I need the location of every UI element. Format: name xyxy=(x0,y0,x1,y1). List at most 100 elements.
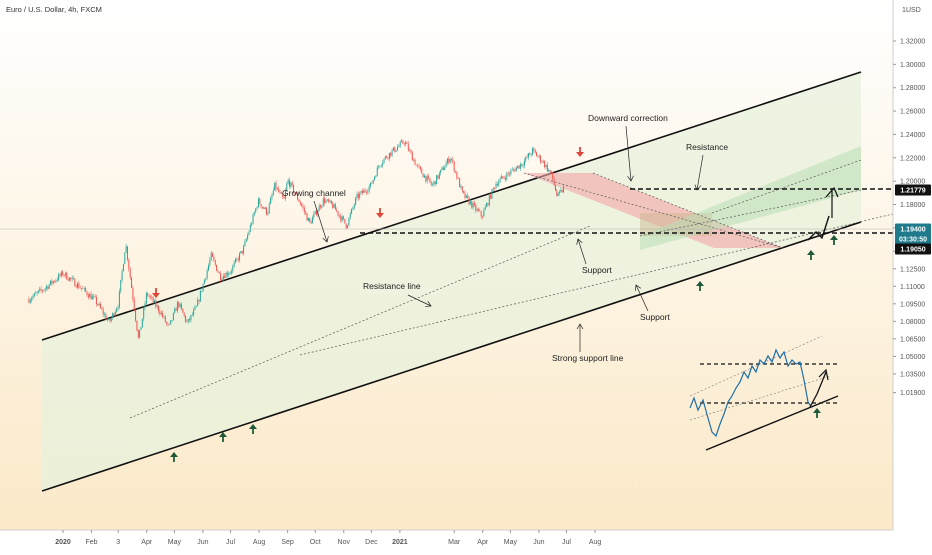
candle xyxy=(502,176,504,180)
annotation-3[interactable]: Support xyxy=(576,238,613,275)
inset-channel-dotted xyxy=(689,335,823,397)
candle xyxy=(536,151,538,157)
time-axis[interactable]: 2020 Feb 3 Apr May Jun Jul Aug Sep Oct Nov Dec 2021 M… xyxy=(0,529,932,550)
candle xyxy=(506,171,508,182)
candle xyxy=(330,200,332,205)
candle xyxy=(500,174,502,179)
candle xyxy=(182,308,184,313)
candle xyxy=(54,280,56,283)
price-tick-label: 1.26000 xyxy=(900,109,925,116)
candle xyxy=(531,147,533,156)
candle xyxy=(395,150,397,153)
inset-projection-arrow xyxy=(809,371,827,408)
candle xyxy=(517,165,519,169)
candle xyxy=(255,207,257,214)
candle xyxy=(475,202,477,213)
candle xyxy=(66,271,68,280)
candle xyxy=(563,184,565,194)
candle xyxy=(79,285,81,289)
candle xyxy=(384,155,386,161)
price-tick-label: 1.08000 xyxy=(900,319,925,326)
annotation-0[interactable]: Downward correction xyxy=(588,113,668,182)
candle xyxy=(32,294,34,301)
candle xyxy=(394,146,396,153)
candle xyxy=(409,147,411,152)
annotation-label: Growing channel xyxy=(282,188,346,198)
candle xyxy=(413,158,415,162)
candle xyxy=(149,294,151,300)
candle xyxy=(110,316,112,323)
candle xyxy=(245,237,247,243)
candle xyxy=(290,181,292,189)
candle xyxy=(99,301,101,309)
candle xyxy=(98,302,100,307)
candle xyxy=(234,257,236,264)
candle xyxy=(283,195,285,199)
time-tick-label: May xyxy=(168,539,182,546)
candle xyxy=(143,305,145,322)
resistance-line-dashed[interactable] xyxy=(129,225,591,419)
candle xyxy=(364,187,366,194)
candle xyxy=(482,215,484,220)
growing-channel-fill xyxy=(42,72,861,491)
annotation-2[interactable]: Growing channel xyxy=(282,188,346,243)
price-tick-label: 1.03500 xyxy=(900,371,925,378)
candle xyxy=(109,318,111,323)
candle xyxy=(534,148,536,154)
candle xyxy=(499,176,501,184)
candle xyxy=(341,214,343,223)
candle xyxy=(205,277,207,282)
candle xyxy=(392,147,394,152)
candle xyxy=(63,274,65,278)
time-tick-label: Apr xyxy=(141,539,153,546)
candle xyxy=(168,323,170,326)
candle xyxy=(126,245,128,262)
annotation-5[interactable]: Support xyxy=(635,284,670,322)
candle xyxy=(170,320,172,325)
price-axis[interactable]: USD 1. 1.32000 1.30000 1.28000 1.26000 1.240… xyxy=(892,0,932,530)
candle xyxy=(329,199,331,204)
candle xyxy=(352,206,354,211)
candle xyxy=(243,244,245,256)
candle xyxy=(490,193,492,200)
candle xyxy=(74,278,76,287)
candle xyxy=(166,321,168,327)
annotation-6[interactable]: Strong support line xyxy=(552,323,624,363)
strong-support-line[interactable] xyxy=(41,221,862,492)
annotation-1[interactable]: Resistance xyxy=(686,142,728,191)
candle xyxy=(450,157,452,163)
candle xyxy=(549,169,551,174)
candle xyxy=(248,230,250,236)
candle xyxy=(185,315,187,324)
annotation-4[interactable]: Resistance line xyxy=(363,281,432,307)
candle xyxy=(180,302,182,311)
candle xyxy=(183,312,185,318)
time-tick-label: Dec xyxy=(365,539,378,546)
candle xyxy=(91,293,93,300)
candle xyxy=(390,152,392,158)
candle xyxy=(309,217,311,223)
correction-upper-dotted[interactable] xyxy=(523,172,784,249)
candle xyxy=(504,175,506,183)
candle xyxy=(407,141,409,153)
candle xyxy=(152,296,154,306)
candle xyxy=(542,159,544,164)
candle xyxy=(463,190,465,195)
candle xyxy=(114,309,116,317)
projection-arrowhead xyxy=(825,186,839,198)
candle xyxy=(347,224,349,230)
time-tick-label: Jul xyxy=(226,539,235,546)
candle xyxy=(226,270,228,278)
candle xyxy=(372,179,374,185)
candle xyxy=(469,199,471,206)
candle xyxy=(491,188,493,200)
candle xyxy=(156,303,158,310)
candle xyxy=(333,202,335,209)
green-lower-dotted[interactable] xyxy=(639,189,862,237)
channel-upper-line[interactable] xyxy=(41,71,862,341)
support-line-dashed[interactable] xyxy=(299,213,894,356)
candle xyxy=(210,250,212,262)
candle xyxy=(417,163,419,169)
candle xyxy=(477,207,479,212)
